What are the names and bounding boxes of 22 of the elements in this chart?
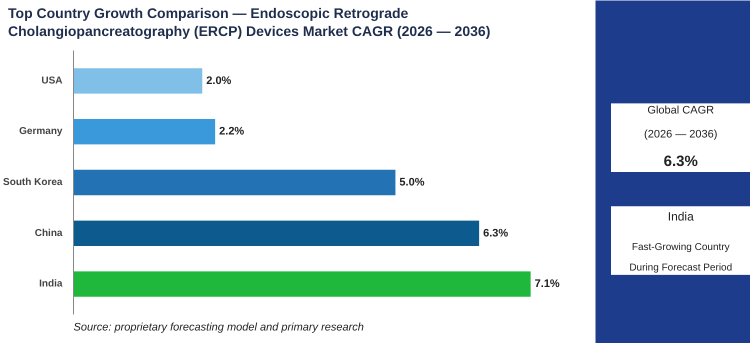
data-label: 2.2% [219,126,244,138]
y-tick-label: South Korea [3,177,63,188]
y-tick-label: China [34,228,63,239]
bar [74,119,216,144]
bar [74,220,480,246]
y-tick-label: India [39,278,63,290]
data-label: 6.3% [483,227,508,240]
y-tick-label: Germany [19,126,63,138]
data-label: 5.0% [399,176,425,188]
text: Global CAGR [647,104,714,116]
y-tick-label: USA [41,75,63,86]
text: India [668,210,694,224]
bar [74,68,202,94]
data-label: 7.1% [534,278,560,290]
text: 6.3% [664,153,698,170]
source-note: Source: proprietary forecasting model and primary research [74,322,364,334]
chart-title: Top Country Growth Comparison — Endoscopic Retrograde Cholangiopancreatography (ERCP) Devices Market CAGR (2026 — 2036) [8,4,492,40]
text: Fast-Growing Country During Forecast Period [629,242,732,274]
bar [74,170,396,196]
text: (2026 — 2036) [644,128,718,140]
bar [74,271,531,297]
data-label: 2.0% [206,74,232,87]
